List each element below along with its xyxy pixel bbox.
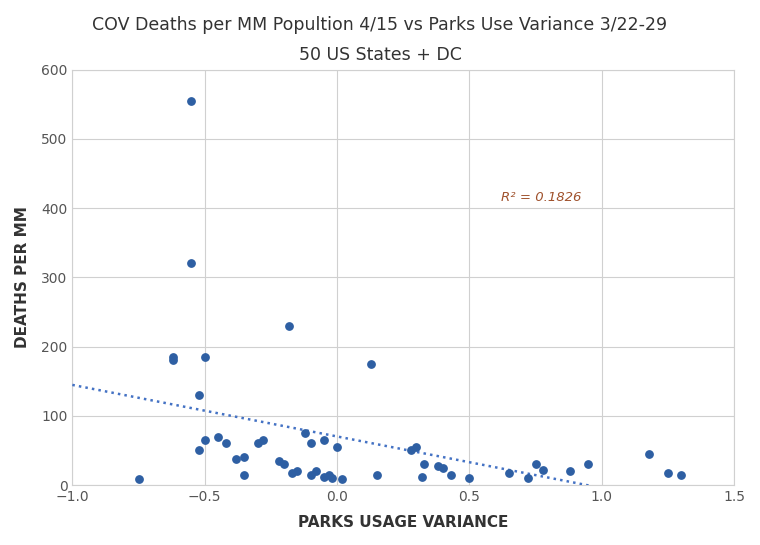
Point xyxy=(310,467,322,476)
Point xyxy=(198,435,211,444)
Point xyxy=(230,455,242,463)
Point xyxy=(273,456,285,465)
Text: 50 US States + DC: 50 US States + DC xyxy=(299,46,461,64)
Point xyxy=(220,439,232,448)
Point xyxy=(410,443,423,451)
Point xyxy=(286,468,298,477)
Point xyxy=(331,443,343,451)
Point xyxy=(132,475,144,484)
Point xyxy=(643,450,655,458)
Point xyxy=(445,470,457,479)
Point xyxy=(291,467,303,476)
Point xyxy=(662,468,674,477)
Point xyxy=(239,453,251,462)
Point xyxy=(318,473,330,481)
Point xyxy=(675,470,687,479)
Point xyxy=(325,474,337,482)
Y-axis label: DEATHS PER MM: DEATHS PER MM xyxy=(15,207,30,348)
Point xyxy=(167,356,179,365)
Point xyxy=(283,322,296,330)
Point xyxy=(405,446,417,455)
Point xyxy=(336,475,348,484)
X-axis label: PARKS USAGE VARIANCE: PARKS USAGE VARIANCE xyxy=(298,515,508,530)
Point xyxy=(252,439,264,448)
Point xyxy=(537,465,549,474)
Point xyxy=(366,360,378,368)
Point xyxy=(185,259,198,268)
Point xyxy=(432,461,444,470)
Point xyxy=(530,460,542,469)
Point xyxy=(299,429,312,438)
Point xyxy=(418,460,430,469)
Point xyxy=(323,470,335,479)
Point xyxy=(185,96,198,105)
Point xyxy=(305,470,317,479)
Point xyxy=(464,474,476,482)
Point xyxy=(193,391,205,399)
Point xyxy=(239,470,251,479)
Point xyxy=(257,435,269,444)
Point xyxy=(193,446,205,455)
Point xyxy=(371,470,383,479)
Point xyxy=(278,460,290,469)
Point xyxy=(318,435,330,444)
Point xyxy=(198,353,211,361)
Point xyxy=(564,467,576,476)
Point xyxy=(582,460,594,469)
Text: COV Deaths per MM Popultion 4/15 vs Parks Use Variance 3/22-29: COV Deaths per MM Popultion 4/15 vs Park… xyxy=(93,16,667,34)
Point xyxy=(212,432,224,441)
Point xyxy=(437,463,449,472)
Text: R² = 0.1826: R² = 0.1826 xyxy=(501,191,581,204)
Point xyxy=(167,353,179,361)
Point xyxy=(305,439,317,448)
Point xyxy=(521,474,534,482)
Point xyxy=(416,473,428,481)
Point xyxy=(503,468,515,477)
